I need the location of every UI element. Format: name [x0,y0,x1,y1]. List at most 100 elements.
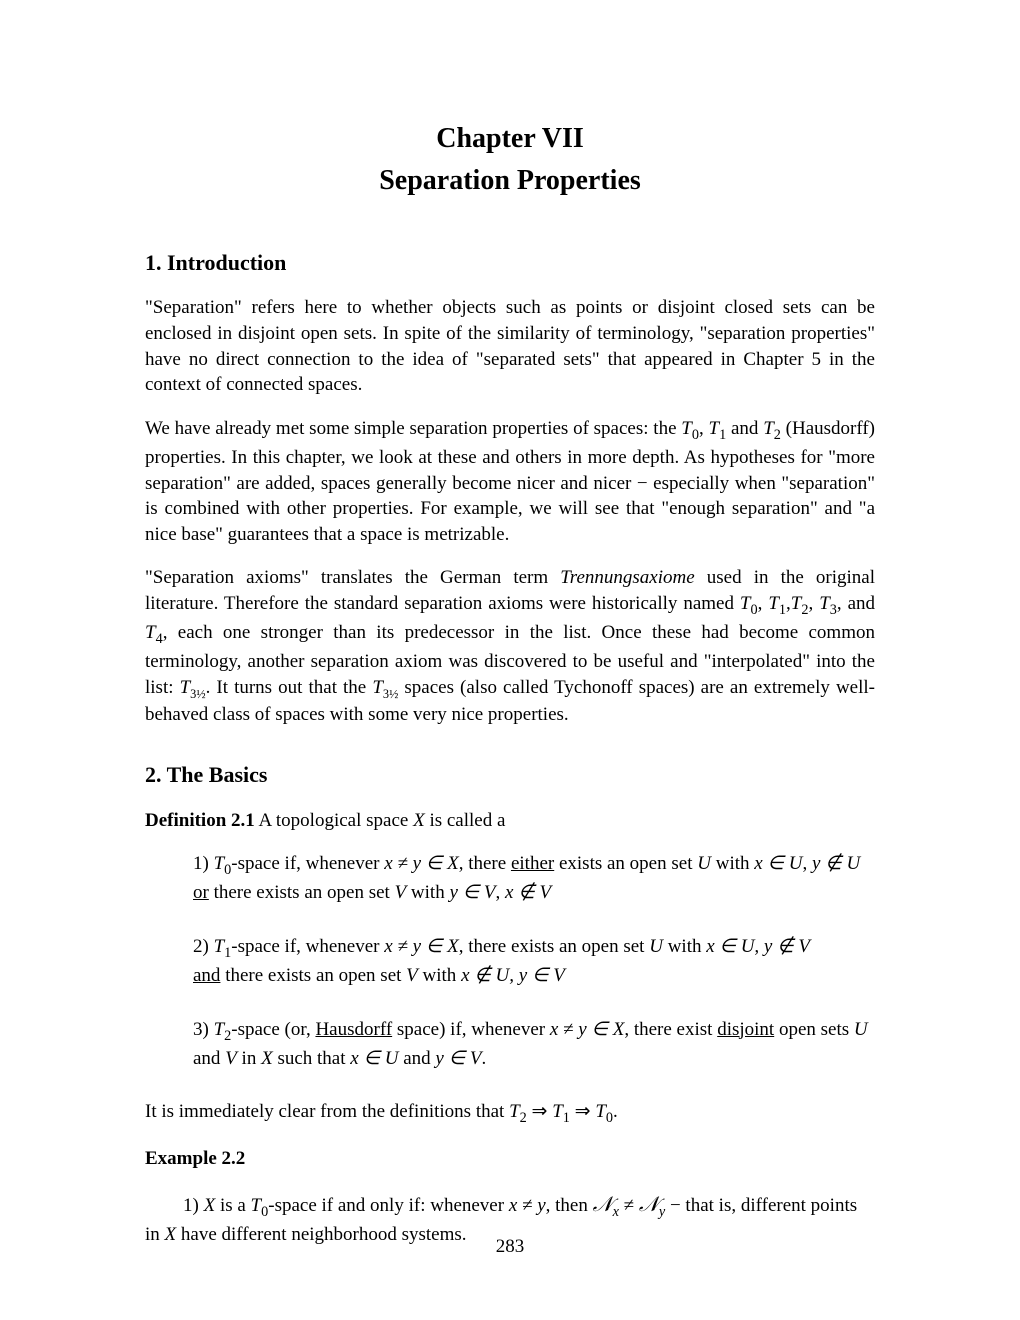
either: either [511,853,554,874]
chapter-subtitle: Separation Properties [145,162,875,200]
text: -space if and only if: whenever [268,1195,509,1216]
hausdorff: Hausdorff [315,1019,392,1040]
text: is called a [425,810,506,831]
section-2-heading: 2. The Basics [145,760,875,790]
intro-para-2: We have already met some simple separati… [145,416,875,548]
t2: T [509,1101,520,1122]
rel: x ∈ U [350,1048,398,1069]
text: space) if, whenever [392,1019,550,1040]
text: , there exist [624,1019,717,1040]
num: 2) [193,936,214,957]
text: there exists an open set [209,882,395,903]
sub-2: 2 [520,1110,527,1126]
u: U [649,936,663,957]
text: , there [459,853,511,874]
rel: x ∈ U, y ∉ V [706,936,810,957]
text: and [193,1048,225,1069]
implication-text: It is immediately clear from the definit… [145,1099,875,1128]
t2: T [791,593,802,614]
t3: T [819,593,830,614]
text: -space (or, [231,1019,315,1040]
text: with [663,936,706,957]
text: in [237,1048,261,1069]
t0: T [251,1195,262,1216]
page-number: 283 [0,1234,1020,1260]
sub-3: 3 [830,602,837,618]
text: , there exists an open set [459,936,649,957]
neq: ≠ [619,1195,639,1216]
intro-para-3: "Separation axioms" translates the Germa… [145,565,875,727]
text: -space if, whenever [231,853,384,874]
cond: x ≠ y ∈ X [550,1019,624,1040]
period: . [482,1048,487,1069]
num: 1) [193,853,214,874]
t4: T [145,622,156,643]
text: is a [215,1195,250,1216]
v: V [406,965,418,986]
comma: , [496,882,506,903]
u: U [697,853,711,874]
sub-1: 1 [563,1110,570,1126]
text: and [398,1048,435,1069]
rel: y ∉ U [812,853,860,874]
arrow: ⇒ [570,1101,595,1122]
rel: x ∈ U [754,853,802,874]
cond: x ≠ y [509,1195,546,1216]
comma: , [808,593,819,614]
text: with [406,882,449,903]
v: V [395,882,407,903]
text: We have already met some simple separati… [145,418,681,439]
text: with [418,965,461,986]
num: 1) [183,1195,204,1216]
and: and [193,965,220,986]
t0: T [595,1101,606,1122]
sub-0: 0 [606,1110,613,1126]
text: A topological space [255,810,413,831]
sub-1: 1 [779,602,786,618]
sub-35: 3½ [190,687,205,701]
def-item-3: 3) T2-space (or, Hausdorff space) if, wh… [145,1017,875,1072]
t0: T [681,418,692,439]
text: , then [546,1195,593,1216]
def-label: Definition 2.1 [145,810,255,831]
sub-0: 0 [751,602,758,618]
t2: T [214,1019,225,1040]
sub-35b: 3½ [383,687,398,701]
text: "Separation axioms" translates the Germa… [145,567,560,588]
x: X [261,1048,273,1069]
sub-4: 4 [156,631,163,647]
t1: T [768,593,779,614]
comma: , [699,418,709,439]
text: with [711,853,754,874]
num: 3) [193,1019,214,1040]
trennungsaxiome: Trennungsaxiome [560,567,694,588]
v: V [225,1048,237,1069]
cond: x ≠ y ∈ X [384,936,458,957]
t1: T [214,936,225,957]
rel: y ∈ V [435,1048,481,1069]
u: U [854,1019,868,1040]
text: exists an open set [554,853,697,874]
t0: T [214,853,225,874]
rel: x ∉ V [505,882,551,903]
text: open sets [774,1019,854,1040]
cond: x ≠ y ∈ X [384,853,458,874]
period: . [613,1101,618,1122]
section-1-heading: 1. Introduction [145,248,875,278]
x: X [413,810,425,831]
t2: T [763,418,774,439]
comma: , [758,593,769,614]
and-text: and [726,418,763,439]
comma: , and [837,593,875,614]
text: -space if, whenever [231,936,384,957]
text: such that [273,1048,351,1069]
sub-2: 2 [774,427,781,443]
sub-0: 0 [692,427,699,443]
t1: T [552,1101,563,1122]
t0: T [740,593,751,614]
disjoint: disjoint [717,1019,774,1040]
rel: x ∉ U, y ∈ V [461,965,565,986]
text: It is immediately clear from the definit… [145,1101,509,1122]
definition-2-1: Definition 2.1 A topological space X is … [145,808,875,834]
rel: y ∈ V [449,882,495,903]
